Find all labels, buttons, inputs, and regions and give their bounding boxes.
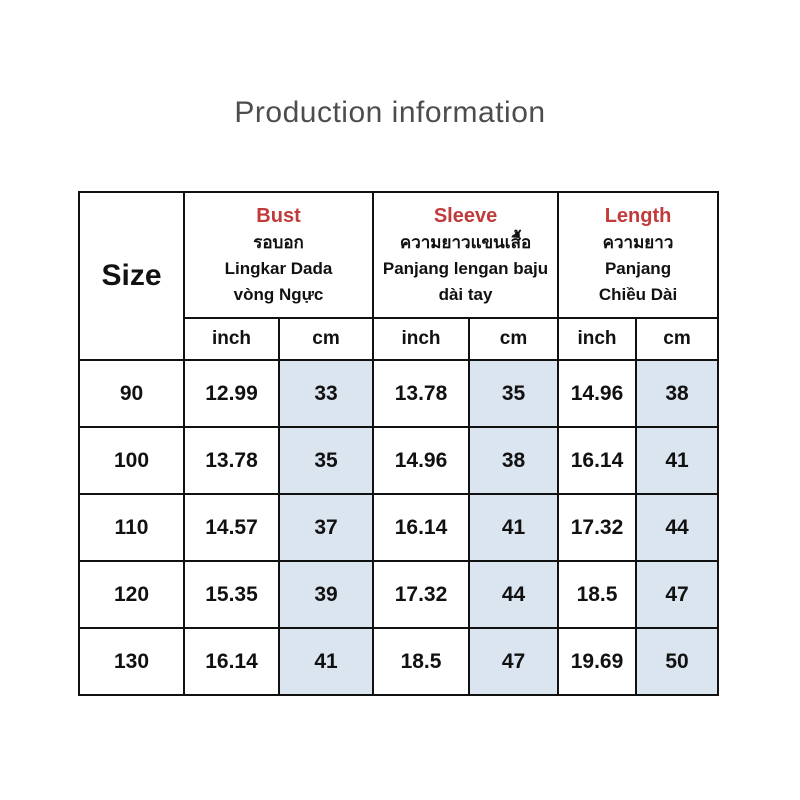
table-row-size-110: 110 14.57 37 16.14 41 17.32 44: [78, 493, 720, 562]
size-value: 90: [78, 359, 185, 428]
bust-label-id: Lingkar Dada: [224, 259, 333, 278]
sleeve-label-th: ความยาวแขนเสื้อ: [399, 233, 532, 252]
bust-inch-value: 13.78: [183, 426, 280, 495]
unit-header-sleeve-inch: inch: [372, 317, 471, 361]
unit-header-bust-cm: cm: [277, 317, 375, 361]
unit-header-length-inch: inch: [557, 317, 638, 361]
bust-label-th: รอบอก: [253, 233, 304, 252]
sleeve-cm-value: 38: [468, 426, 560, 495]
bust-inch-value: 15.35: [183, 560, 280, 629]
unit-header-sleeve-cm: cm: [468, 317, 560, 361]
bust-group-header: Bust รอบอก Lingkar Dada vòng Ngực: [182, 191, 375, 319]
size-value: 120: [78, 560, 185, 629]
size-value: 100: [78, 426, 185, 495]
length-inch-value: 19.69: [557, 627, 638, 696]
size-value: 130: [78, 627, 185, 696]
size-corner-header: Size: [78, 191, 185, 361]
unit-header-length-cm: cm: [635, 317, 720, 361]
length-cm-value: 44: [635, 493, 720, 562]
sleeve-inch-value: 18.5: [372, 627, 471, 696]
table-row-size-120: 120 15.35 39 17.32 44 18.5 47: [78, 560, 720, 629]
bust-cm-value: 37: [277, 493, 375, 562]
sleeve-inch-value: 17.32: [372, 560, 471, 629]
sleeve-cm-value: 47: [468, 627, 560, 696]
page-title: Production information: [234, 96, 546, 129]
bust-cm-value: 35: [277, 426, 375, 495]
bust-cm-value: 33: [277, 359, 375, 428]
sleeve-group-header: Sleeve ความยาวแขนเสื้อ Panjang lengan ba…: [372, 191, 560, 319]
length-group-header: Length ความยาว Panjang Chiều Dài: [557, 191, 720, 319]
bust-inch-value: 16.14: [183, 627, 280, 696]
bust-cm-value: 39: [277, 560, 375, 629]
length-label: Length: [604, 205, 672, 227]
sleeve-label: Sleeve: [433, 205, 498, 227]
table-row-size-100: 100 13.78 35 14.96 38 16.14 41: [78, 426, 720, 495]
length-cm-value: 47: [635, 560, 720, 629]
sleeve-label-id: Panjang lengan baju: [382, 259, 549, 278]
size-chart-table: Size Bust รอบอก Lingkar Dada vòng Ngực S…: [78, 191, 720, 696]
table-row-size-90: 90 12.99 33 13.78 35 14.96 38: [78, 359, 720, 428]
bust-cm-value: 41: [277, 627, 375, 696]
sleeve-inch-value: 13.78: [372, 359, 471, 428]
length-inch-value: 18.5: [557, 560, 638, 629]
bust-inch-value: 14.57: [183, 493, 280, 562]
length-label-id: Panjang: [604, 259, 672, 278]
length-cm-value: 41: [635, 426, 720, 495]
sleeve-cm-value: 41: [468, 493, 560, 562]
length-cm-value: 38: [635, 359, 720, 428]
unit-header-bust-inch: inch: [183, 317, 280, 361]
length-cm-value: 50: [635, 627, 720, 696]
sleeve-inch-value: 16.14: [372, 493, 471, 562]
length-label-vi: Chiều Dài: [598, 285, 678, 304]
table-row-size-130: 130 16.14 41 18.5 47 19.69 50: [78, 627, 720, 696]
length-inch-value: 17.32: [557, 493, 638, 562]
sleeve-label-vi: dài tay: [438, 285, 493, 304]
length-label-th: ความยาว: [602, 233, 674, 252]
bust-inch-value: 12.99: [183, 359, 280, 428]
bust-label: Bust: [256, 205, 301, 227]
table-header-row: Size Bust รอบอก Lingkar Dada vòng Ngực S…: [78, 191, 720, 361]
sleeve-inch-value: 14.96: [372, 426, 471, 495]
sleeve-cm-value: 35: [468, 359, 560, 428]
unit-header-row: inch cm inch cm inch cm: [79, 317, 720, 361]
size-value: 110: [78, 493, 185, 562]
bust-label-vi: vòng Ngực: [233, 285, 324, 304]
length-inch-value: 14.96: [557, 359, 638, 428]
sleeve-cm-value: 44: [468, 560, 560, 629]
length-inch-value: 16.14: [557, 426, 638, 495]
